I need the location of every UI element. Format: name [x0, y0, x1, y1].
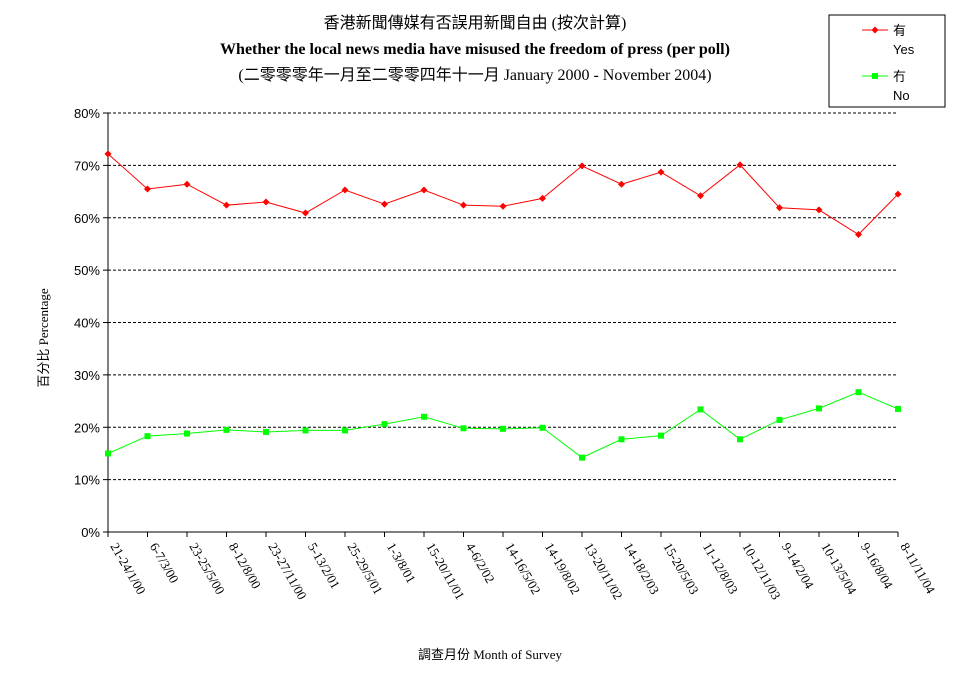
data-point-yes: [341, 186, 349, 194]
data-point-no: [895, 405, 901, 412]
x-tick-label: 13-20/11/02: [581, 540, 626, 602]
y-tick-labels: 0% 10% 20% 30% 40% 50% 60% 70% 80%: [74, 106, 100, 540]
x-tick-labels: 21-24/1/006-7/3/00 23-25/5/008-12/8/00 23-…: [107, 540, 938, 602]
x-tick-label: 5-13/2/01: [305, 540, 343, 591]
legend-label-cn: 有: [893, 23, 906, 38]
x-tick-label: 21-24/1/00: [107, 540, 149, 597]
data-point-yes: [104, 150, 112, 158]
data-point-no: [539, 424, 546, 431]
x-tick-label: 23-27/11/00: [265, 540, 310, 602]
legend-item-yes: 有 Yes: [862, 23, 915, 57]
x-tick-label: 15-20/11/01: [423, 540, 468, 602]
series-no: [105, 389, 901, 461]
series-yes-line: [107, 153, 899, 236]
legend-label-en: No: [893, 88, 910, 103]
y-tick-label: 0%: [81, 525, 100, 540]
data-point-yes: [776, 204, 783, 212]
x-tick-label: 9-16/8/04: [858, 540, 897, 592]
title-line-period: (二零零零年一月至二零零四年十一月 January 2000 - Novembe…: [238, 66, 711, 84]
data-point-yes: [618, 180, 625, 188]
y-tick-label: 60%: [74, 211, 100, 226]
data-point-no: [421, 413, 427, 420]
data-point-no: [737, 436, 743, 443]
y-tick-label: 80%: [74, 106, 100, 121]
axes: [103, 112, 899, 537]
data-point-no: [618, 436, 625, 443]
data-point-yes: [381, 200, 388, 208]
data-point-yes: [815, 206, 823, 214]
y-tick-label: 50%: [74, 263, 100, 278]
legend-swatch-marker: [872, 73, 878, 79]
series-no-line: [107, 391, 899, 459]
data-point-no: [263, 428, 269, 435]
data-point-no: [381, 421, 388, 428]
data-point-no: [105, 450, 111, 457]
x-tick-label: 6-7/3/00: [147, 540, 182, 586]
legend-label-en: Yes: [893, 42, 915, 57]
series-yes: [104, 150, 902, 239]
x-tick-label: 8-12/8/00: [226, 540, 264, 591]
x-tick-label: 23-25/5/00: [186, 540, 228, 597]
y-tick-label: 70%: [74, 158, 100, 173]
data-point-yes: [855, 231, 862, 239]
y-axis-label: 百分比 Percentage: [36, 288, 51, 388]
x-tick-label: 8-11/11/04: [897, 540, 938, 597]
legend: 有 Yes 冇 No: [828, 14, 946, 108]
data-point-yes: [262, 198, 270, 206]
gridlines: [108, 112, 898, 481]
x-tick-label: 11-12/8/03: [700, 540, 741, 596]
data-point-no: [776, 416, 783, 423]
legend-swatch-marker: [871, 26, 879, 34]
x-tick-label: 4-6/2/02: [463, 540, 498, 586]
x-tick-label: 15-20/5/03: [660, 540, 702, 597]
legend-label-cn: 冇: [893, 69, 906, 84]
data-point-yes: [578, 162, 586, 170]
data-point-no: [500, 425, 506, 432]
data-point-no: [697, 406, 704, 413]
y-tick-label: 40%: [74, 316, 100, 331]
x-tick-label: 14-19/8/02: [542, 540, 584, 597]
title-line-en: Whether the local news media have misuse…: [220, 41, 730, 58]
x-tick-label: 10-12/11/03: [739, 540, 784, 602]
x-tick-label: 10-13/5/04: [818, 540, 860, 597]
data-point-yes: [302, 209, 309, 217]
x-tick-label: 1-3/8/01: [384, 540, 419, 586]
data-point-no: [816, 405, 822, 412]
data-point-yes: [460, 201, 467, 209]
data-point-yes: [499, 202, 507, 210]
x-tick-label: 14-18/2/03: [621, 540, 663, 597]
data-point-no: [658, 432, 664, 439]
y-tick-label: 30%: [74, 368, 100, 383]
data-point-yes: [657, 168, 665, 176]
data-point-no: [223, 426, 230, 433]
x-tick-label: 9-14/2/04: [779, 540, 818, 592]
x-tick-label: 25-29/5/01: [344, 540, 386, 597]
data-point-yes: [697, 192, 704, 200]
data-point-yes: [223, 201, 230, 209]
y-tick-label: 10%: [74, 473, 100, 488]
title-line-cn: 香港新聞傳媒有否誤用新聞自由 (按次計算): [324, 13, 627, 32]
data-point-no: [302, 427, 309, 434]
data-point-no: [144, 433, 151, 440]
x-axis-label: 調查月份 Month of Survey: [418, 647, 563, 662]
data-point-yes: [420, 186, 428, 194]
data-point-yes: [183, 180, 191, 188]
data-point-yes: [894, 190, 902, 198]
data-point-no: [460, 425, 467, 432]
data-point-no: [579, 454, 585, 461]
chart-title: 香港新聞傳媒有否誤用新聞自由 (按次計算) Whether the local …: [220, 13, 730, 84]
legend-box: [828, 14, 946, 108]
data-point-no: [855, 389, 862, 396]
series: [104, 150, 902, 461]
data-point-yes: [144, 185, 151, 193]
legend-item-no: 冇 No: [862, 69, 910, 103]
x-tick-label: 14-16/5/02: [502, 540, 544, 597]
y-tick-label: 20%: [74, 420, 100, 435]
data-point-no: [342, 427, 348, 434]
data-point-yes: [539, 194, 546, 202]
data-point-yes: [736, 161, 744, 169]
data-point-no: [184, 430, 190, 437]
